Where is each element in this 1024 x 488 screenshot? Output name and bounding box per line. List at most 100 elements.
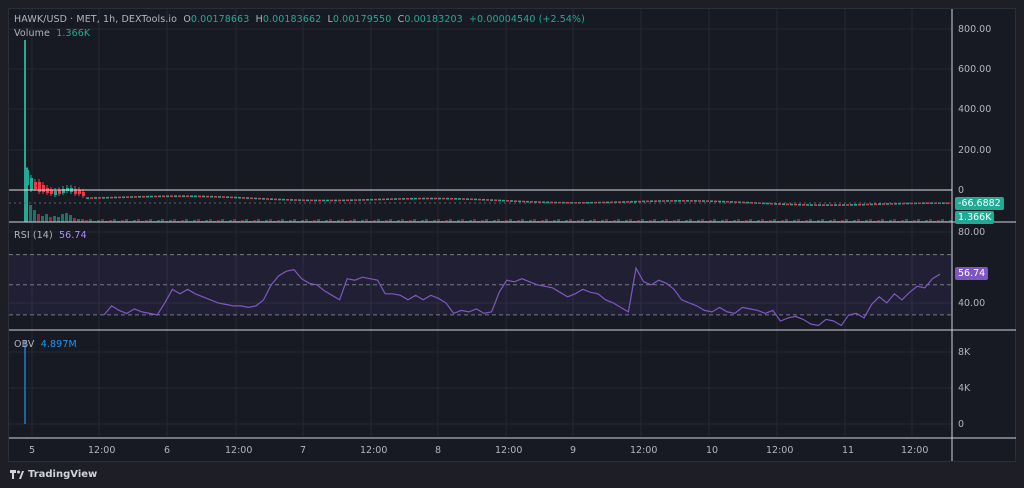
candle bbox=[750, 201, 753, 204]
volume-bar bbox=[685, 220, 688, 222]
volume-bar bbox=[485, 219, 488, 222]
candle bbox=[618, 201, 621, 203]
candle bbox=[366, 198, 369, 201]
candle bbox=[646, 200, 649, 203]
candle bbox=[418, 197, 421, 200]
volume-bar bbox=[305, 219, 308, 222]
candle bbox=[610, 201, 613, 204]
volume-bar bbox=[877, 220, 880, 222]
candle bbox=[94, 197, 97, 199]
candle bbox=[442, 197, 445, 200]
candle bbox=[402, 198, 405, 200]
candle bbox=[810, 204, 813, 206]
volume-bar bbox=[677, 219, 680, 222]
candle bbox=[790, 203, 793, 206]
volume-bar bbox=[917, 219, 920, 222]
rsi-tag: 56.74 bbox=[955, 267, 989, 280]
candle bbox=[62, 189, 65, 193]
candle bbox=[78, 190, 81, 194]
volume-bar bbox=[181, 220, 184, 222]
candle bbox=[550, 201, 553, 204]
candle bbox=[518, 200, 521, 203]
volume-bar bbox=[77, 219, 80, 222]
candle bbox=[530, 201, 533, 203]
volume-bar bbox=[617, 219, 620, 222]
candle bbox=[886, 203, 889, 205]
volume-bar bbox=[293, 219, 296, 222]
candle bbox=[98, 197, 101, 199]
x-tick-label: 7 bbox=[300, 445, 307, 456]
rsi-legend[interactable]: RSI (14) 56.74 bbox=[14, 230, 87, 241]
candle bbox=[910, 202, 913, 205]
tradingview-logo[interactable]: TradingView bbox=[10, 469, 97, 480]
open-value: 0.00178663 bbox=[190, 14, 250, 25]
candle bbox=[354, 199, 357, 201]
candle bbox=[106, 196, 109, 199]
volume-bar bbox=[625, 220, 628, 222]
volume-legend[interactable]: Volume 1.366K bbox=[14, 28, 91, 39]
candle bbox=[438, 197, 441, 200]
candle bbox=[130, 196, 133, 198]
volume-bar bbox=[949, 220, 952, 222]
volume-bar bbox=[24, 168, 28, 222]
volume-bar bbox=[241, 220, 244, 222]
volume-bar bbox=[433, 220, 436, 222]
candle bbox=[522, 200, 525, 203]
volume-bar bbox=[629, 219, 632, 222]
candle bbox=[322, 199, 325, 202]
candle bbox=[38, 182, 41, 192]
candle bbox=[490, 199, 493, 201]
y-tick-label: 0 bbox=[958, 185, 965, 196]
volume-bar bbox=[45, 214, 48, 222]
symbol-legend[interactable]: HAWK/USD · MET, 1h, DEXTools.io O0.00178… bbox=[14, 14, 585, 25]
volume-bar bbox=[649, 220, 652, 222]
volume-bar bbox=[97, 220, 100, 222]
close-value: 0.00183203 bbox=[404, 14, 463, 25]
brand-label: TradingView bbox=[28, 469, 98, 480]
candle bbox=[266, 198, 269, 200]
candle bbox=[274, 198, 277, 201]
candle bbox=[146, 195, 149, 198]
candle bbox=[722, 200, 725, 203]
candle bbox=[170, 195, 173, 198]
volume-bar bbox=[109, 220, 112, 222]
candle bbox=[906, 202, 909, 205]
candle bbox=[714, 200, 717, 203]
volume-bar bbox=[745, 220, 748, 222]
candle bbox=[426, 197, 429, 200]
x-tick-label: 12:00 bbox=[495, 445, 523, 456]
candle bbox=[250, 197, 253, 200]
candle bbox=[514, 200, 517, 202]
volume-bar bbox=[325, 220, 328, 222]
volume-bar bbox=[761, 219, 764, 222]
candle bbox=[626, 201, 629, 203]
y-tick-label: 200.00 bbox=[958, 145, 992, 156]
candle bbox=[346, 199, 349, 202]
x-tick-label: 10 bbox=[706, 445, 719, 456]
candle bbox=[942, 202, 945, 205]
candle bbox=[258, 197, 261, 200]
volume-bar bbox=[833, 219, 836, 222]
volume-bar bbox=[253, 220, 256, 222]
candle bbox=[342, 199, 345, 202]
volume-bar bbox=[673, 220, 676, 222]
candle bbox=[422, 197, 425, 200]
candle bbox=[534, 201, 537, 203]
obv-legend[interactable]: OBV 4.897M bbox=[14, 339, 77, 350]
high-value: 0.00183662 bbox=[262, 14, 322, 25]
volume-bar bbox=[481, 220, 484, 222]
volume-bar bbox=[553, 220, 556, 222]
candle bbox=[90, 197, 93, 199]
candle bbox=[374, 198, 377, 201]
volume-bar bbox=[385, 220, 388, 222]
volume-bar bbox=[205, 220, 208, 222]
volume-bar bbox=[661, 220, 664, 222]
volume-bar bbox=[173, 219, 176, 222]
candle bbox=[666, 200, 669, 202]
candle bbox=[262, 198, 265, 200]
volume-bar bbox=[821, 219, 824, 222]
rsi-value: 56.74 bbox=[59, 230, 87, 241]
candle bbox=[318, 199, 321, 202]
candle bbox=[638, 200, 641, 203]
